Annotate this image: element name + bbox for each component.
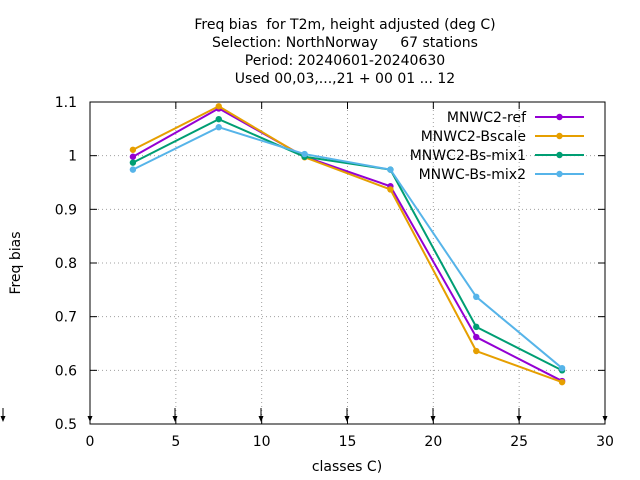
- y-tick-label: 1: [68, 149, 77, 165]
- data-point: [387, 166, 394, 173]
- data-point: [558, 364, 566, 372]
- data-point: [558, 378, 566, 386]
- data-point: [215, 124, 222, 131]
- data-point: [129, 153, 137, 160]
- edge-arrow-head: [602, 416, 608, 422]
- series-line-2: [132, 118, 563, 372]
- data-point: [387, 186, 394, 193]
- y-tick-label: 0.6: [55, 363, 77, 379]
- title-line: Selection: NorthNorway 67 stations: [212, 35, 478, 51]
- title-line: Freq bias for T2m, height adjusted (deg …: [194, 17, 495, 33]
- x-tick-label: 10: [253, 434, 271, 450]
- x-tick-label: 0: [86, 434, 95, 450]
- legend-label: MNWC2-ref: [447, 110, 527, 126]
- chart-title: Freq bias for T2m, height adjusted (deg …: [194, 17, 495, 87]
- legend-marker: [556, 151, 563, 159]
- data-point: [129, 166, 137, 173]
- legend-label: MNWC-Bs-mix2: [419, 167, 526, 183]
- legend-marker: [556, 170, 563, 178]
- edge-arrow-head: [0, 416, 6, 422]
- legend-label: MNWC2-Bscale: [421, 129, 526, 145]
- edge-arrow-head: [430, 416, 436, 422]
- y-tick-label: 0.5: [55, 417, 77, 433]
- title-line: Period: 20240601-20240630: [245, 53, 445, 69]
- legend-label: MNWC2-Bs-mix1: [410, 148, 526, 164]
- data-point: [473, 293, 480, 301]
- legend: MNWC2-ref MNWC2-Bscale MNWC2-Bs-mix1 MNWC-B…: [410, 110, 584, 183]
- edge-arrow-head: [516, 416, 522, 422]
- axis-ticks: 0.5 0.6 0.7 0.8 0.9 1 1.1 0 5 10 15 20 25 30: [0, 95, 614, 450]
- data-point: [473, 333, 480, 341]
- y-tick-label: 0.8: [55, 256, 77, 272]
- edge-arrow-head: [344, 416, 350, 422]
- data-series: [129, 103, 566, 386]
- x-tick-label: 5: [171, 434, 180, 450]
- y-axis-label: Freq bias: [8, 231, 24, 294]
- y-tick-label: 0.7: [55, 310, 77, 326]
- legend-marker: [556, 113, 563, 121]
- data-point: [215, 115, 222, 123]
- x-axis-label: classes C): [312, 459, 382, 475]
- title-line: Used 00,03,...,21 + 00 01 ... 12: [235, 71, 455, 87]
- data-point: [301, 150, 308, 158]
- y-tick-label: 1.1: [55, 95, 77, 111]
- edge-arrow-head: [87, 416, 93, 422]
- legend-marker: [556, 132, 563, 140]
- data-point: [473, 323, 480, 331]
- edge-arrow-head: [172, 416, 178, 422]
- y-tick-label: 0.9: [55, 202, 77, 218]
- edge-arrow-head: [258, 416, 264, 422]
- x-tick-label: 15: [339, 434, 357, 450]
- x-tick-label: 30: [596, 434, 614, 450]
- x-tick-label: 25: [510, 434, 528, 450]
- data-point: [473, 347, 480, 355]
- series-line-0: [132, 107, 563, 382]
- data-point: [215, 103, 222, 110]
- grid-lines: [90, 102, 605, 424]
- series-line-3: [132, 126, 563, 369]
- x-tick-label: 20: [424, 434, 442, 450]
- series-line-1: [132, 105, 563, 384]
- data-point: [129, 146, 137, 153]
- data-point: [129, 159, 137, 166]
